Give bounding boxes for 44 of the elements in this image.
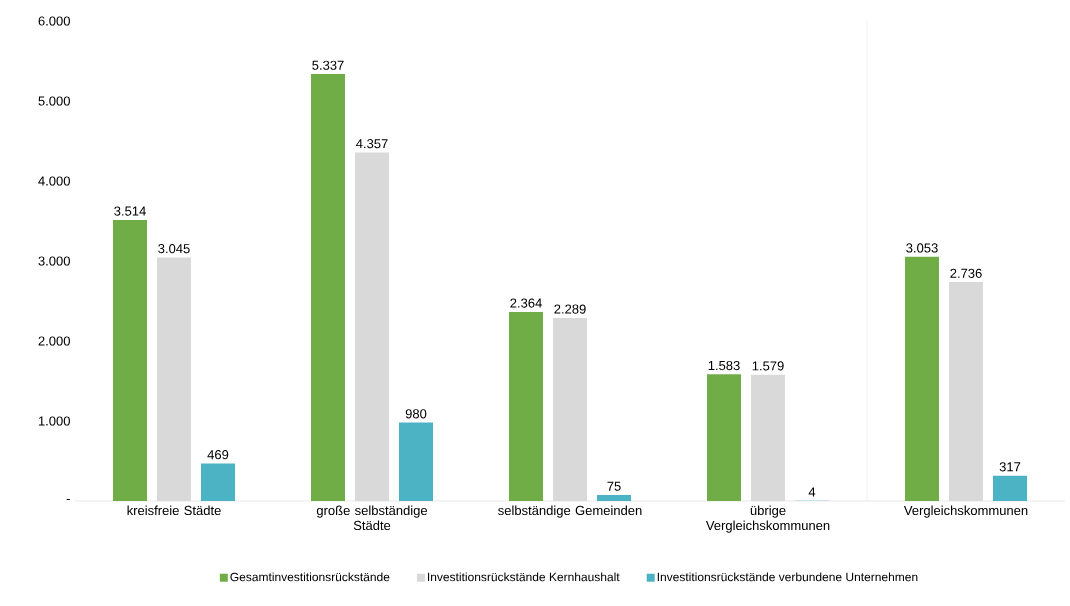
data-label: 5.337 [312,60,344,70]
data-label: 469 [207,450,229,460]
data-label: 3.045 [158,244,190,254]
data-label: 317 [999,462,1021,472]
data-label: 4 [808,487,816,497]
y-tick-label: 5.000 [38,96,70,106]
bar [157,257,192,501]
y-tick-label: 1.000 [38,416,70,426]
data-label: 2.364 [510,298,542,308]
data-label: 1.579 [752,361,784,371]
data-label: 75 [607,481,621,491]
bar [201,463,236,501]
bar [707,374,742,501]
data-label: 3.514 [114,206,146,216]
data-label: 4.357 [356,139,388,149]
bar [993,475,1028,501]
bar [597,495,632,501]
bar [751,374,786,501]
x-tick-label: große selbständige Städte [316,505,428,531]
bar [905,256,940,501]
bar [311,74,346,501]
legend-label: Investitionsrückstände verbundene Unternehmen [657,572,918,582]
x-tick-label: Vergleichskommunen [903,505,1028,518]
x-tick-label: kreisfreie Städte [127,505,221,516]
y-tick-label: 2.000 [38,336,70,346]
y-tick-label: 6.000 [38,16,70,26]
bar [509,311,544,501]
y-tick-label: - [66,499,70,501]
data-label: 2.736 [950,268,982,278]
data-label: 3.053 [906,243,938,253]
data-label: 1.583 [708,360,740,371]
x-tick-label: selbständige Gemeinden [498,505,642,518]
y-tick-label: 3.000 [38,256,70,266]
y-tick-label: 4.000 [38,176,70,186]
bar [949,282,984,501]
data-label: 2.289 [554,304,586,314]
data-label: 980 [405,409,427,419]
bar [355,152,390,501]
bar [399,422,434,501]
bar [113,219,148,501]
legend-label: Gesamtinvestitionsrückstände [230,572,390,582]
legend-label: Investitionsrückstände Kernhaushalt [428,572,620,582]
x-tick-label: übrige Vergleichskommunen [705,505,830,533]
bar [553,317,588,501]
